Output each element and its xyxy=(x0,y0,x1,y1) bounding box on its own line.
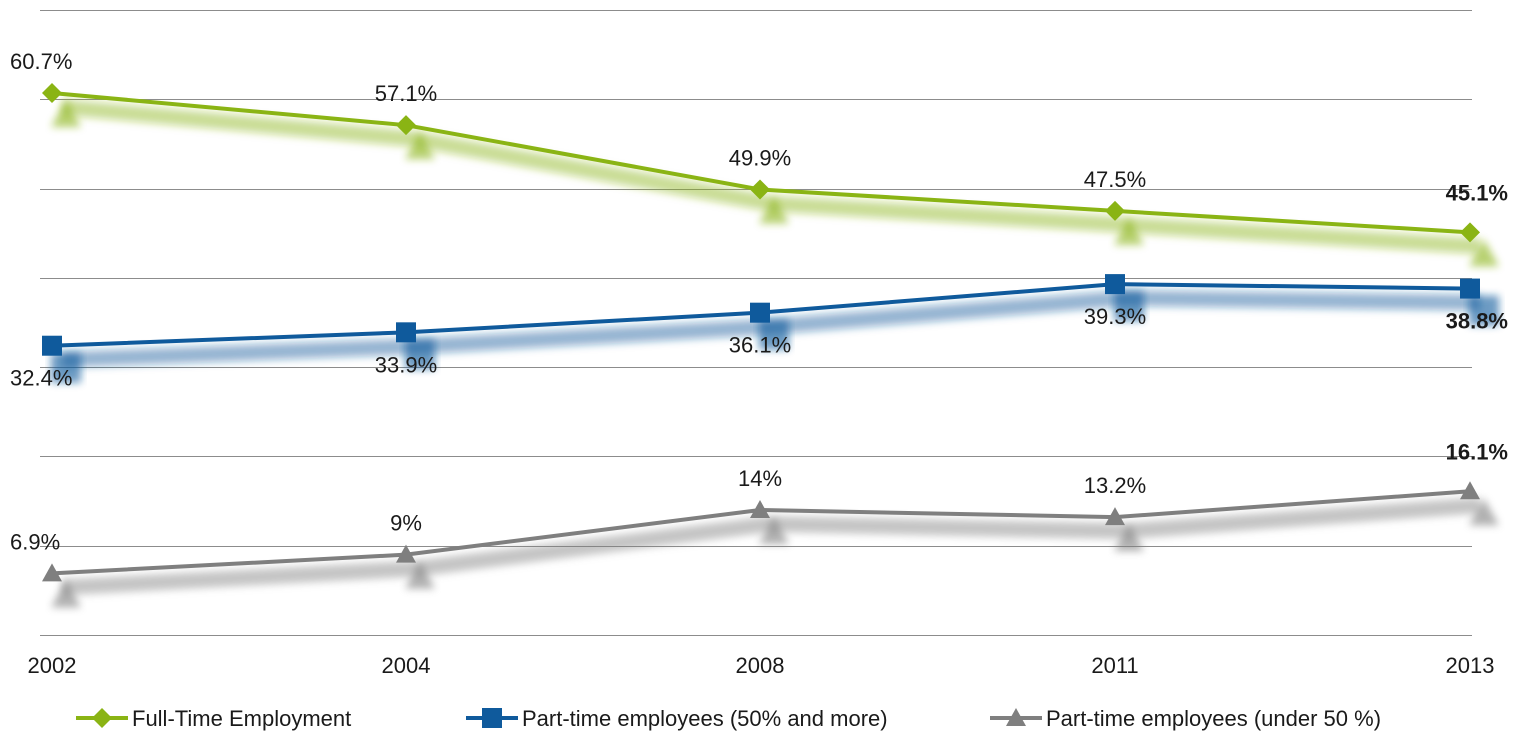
data-label: 14% xyxy=(738,466,782,491)
marker-shadow xyxy=(1114,217,1144,245)
marker-shadow xyxy=(759,517,789,544)
marker-shadow xyxy=(1469,239,1499,267)
data-label: 38.8% xyxy=(1446,309,1508,334)
series-3 xyxy=(42,481,1499,608)
data-label: 16.1% xyxy=(1446,439,1508,464)
series-layer xyxy=(42,83,1499,608)
data-label: 36.1% xyxy=(729,333,791,358)
data-label: 9% xyxy=(390,511,422,536)
legend-label: Full-Time Employment xyxy=(132,706,351,731)
legend-label: Part-time employees (under 50 %) xyxy=(1046,706,1381,731)
data-label: 47.5% xyxy=(1084,167,1146,192)
data-point xyxy=(396,115,416,136)
data-point xyxy=(42,335,62,356)
x-tick-label: 2004 xyxy=(382,653,431,678)
marker-shadow xyxy=(51,580,81,608)
data-point xyxy=(1105,200,1125,221)
marker-shadow xyxy=(1114,291,1144,322)
data-point xyxy=(1460,222,1480,243)
x-axis: 2002 2004 2008 2011 2013 xyxy=(28,653,1495,678)
legend-marker xyxy=(92,708,112,728)
data-point xyxy=(42,563,62,582)
data-point xyxy=(396,544,416,563)
data-point xyxy=(1460,278,1480,299)
data-point xyxy=(396,322,416,343)
x-tick-label: 2008 xyxy=(736,653,785,678)
data-label: 45.1% xyxy=(1446,180,1508,205)
legend-label: Part-time employees (50% and more) xyxy=(522,706,888,731)
x-tick-label: 2013 xyxy=(1446,653,1495,678)
data-label: 13.2% xyxy=(1084,473,1146,498)
series-1 xyxy=(42,83,1499,267)
data-label: 33.9% xyxy=(375,352,437,377)
marker-shadow xyxy=(1469,498,1499,526)
data-point xyxy=(750,179,770,200)
legend-item: Full-Time Employment xyxy=(76,706,351,731)
x-tick-label: 2002 xyxy=(28,653,77,678)
legend-marker xyxy=(1006,708,1026,726)
series-shadow xyxy=(61,99,1481,255)
marker-shadow xyxy=(759,319,789,350)
data-point xyxy=(1105,507,1125,526)
legend-marker xyxy=(482,708,502,728)
marker-shadow xyxy=(51,352,81,383)
data-label: 39.3% xyxy=(1084,304,1146,329)
series-shadow xyxy=(61,497,1481,596)
data-label: 32.4% xyxy=(10,366,72,391)
data-label: 49.9% xyxy=(729,145,791,170)
data-label: 6.9% xyxy=(10,529,60,554)
data-label: 60.7% xyxy=(10,49,72,74)
data-point xyxy=(42,83,62,104)
x-tick-label: 2011 xyxy=(1091,653,1138,678)
legend-item: Part-time employees (50% and more) xyxy=(466,706,888,731)
data-labels: 60.7% 57.1% 49.9% 47.5% 45.1% 32.4% 33.9% 36.1%… xyxy=(10,49,1508,554)
data-label: 57.1% xyxy=(375,81,437,106)
series-2 xyxy=(42,274,1499,383)
marker-shadow xyxy=(405,132,435,160)
marker-shadow xyxy=(405,561,435,589)
legend-item: Part-time employees (under 50 %) xyxy=(990,706,1381,731)
marker-shadow xyxy=(51,100,81,128)
data-point xyxy=(1460,481,1480,500)
data-point xyxy=(1105,274,1125,295)
marker-shadow xyxy=(759,196,789,224)
data-point xyxy=(750,302,770,323)
marker-shadow xyxy=(1114,524,1144,552)
marker-shadow xyxy=(1469,295,1499,326)
marker-shadow xyxy=(405,339,435,370)
data-point xyxy=(750,500,770,518)
legend: Full-Time Employment Part-time employees … xyxy=(76,706,1381,731)
